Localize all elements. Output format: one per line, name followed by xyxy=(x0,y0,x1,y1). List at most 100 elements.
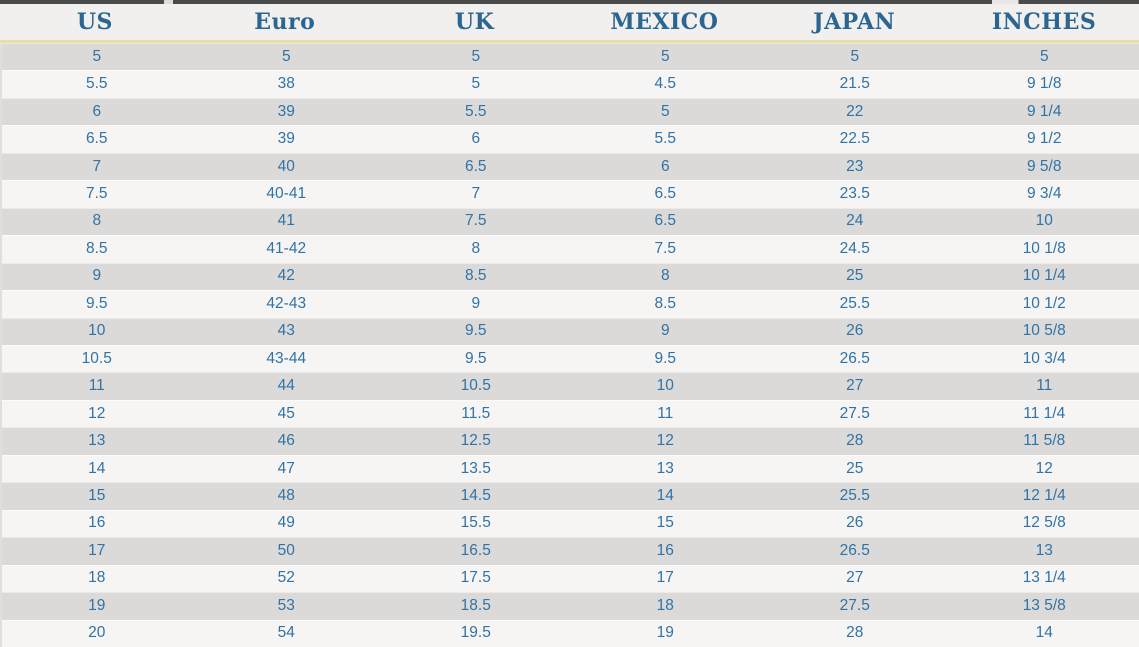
table-cell: 8 xyxy=(92,212,102,230)
column-header-inches: INCHES xyxy=(991,9,1097,35)
table-cell: 15.5 xyxy=(460,514,491,532)
table-cell: 5 xyxy=(660,102,670,120)
table-cell: 6 xyxy=(471,130,481,148)
table-cell: 9 3/4 xyxy=(1027,184,1062,202)
table-cell: 9 xyxy=(471,294,481,312)
table-cell: 48 xyxy=(277,486,295,504)
table-cell: 27.5 xyxy=(839,404,870,422)
table-cell: 13.5 xyxy=(460,459,491,477)
table-row: 5 5 5 5 5 5 xyxy=(2,43,1139,71)
table-cell: 22 xyxy=(846,102,864,120)
table-cell: 10 3/4 xyxy=(1022,349,1066,367)
table-cell: 47 xyxy=(277,459,295,477)
table-cell: 13 xyxy=(88,432,106,450)
table-cell: 5 xyxy=(660,47,670,65)
table-cell: 53 xyxy=(277,596,295,614)
table-cell: 23.5 xyxy=(839,184,870,202)
table-cell: 9 5/8 xyxy=(1027,157,1062,175)
table-cell: 26.5 xyxy=(839,349,870,367)
table-row: 13 46 12.5 12 28 11 5/8 xyxy=(2,427,1139,455)
table-cell: 10 xyxy=(1035,212,1053,230)
column-header-japan: JAPAN xyxy=(813,9,896,35)
table-cell: 8.5 xyxy=(464,267,487,285)
table-cell: 12.5 xyxy=(460,432,491,450)
table-cell: 14 xyxy=(656,486,674,504)
table-cell: 38 xyxy=(277,75,295,93)
table-cell: 11 5/8 xyxy=(1023,432,1066,450)
table-cell: 9 xyxy=(92,267,102,285)
table-cell: 7.5 xyxy=(85,184,108,202)
table-row: 15 48 14.5 14 25.5 12 1/4 xyxy=(2,482,1139,510)
table-row: 7 40 6.5 6 23 9 5/8 xyxy=(2,152,1139,181)
table-top-border xyxy=(0,0,1139,4)
table-cell: 26 xyxy=(846,514,864,532)
table-cell: 5.5 xyxy=(85,75,108,93)
table-cell: 25 xyxy=(846,459,864,477)
table-cell: 16 xyxy=(656,541,674,559)
table-cell: 5.5 xyxy=(464,102,487,120)
table-cell: 10 xyxy=(656,377,674,395)
table-cell: 8.5 xyxy=(85,239,108,257)
table-cell: 42 xyxy=(277,267,295,285)
table-row: 8.5 41-42 8 7.5 24.5 10 1/8 xyxy=(2,235,1139,263)
table-cell: 11 xyxy=(657,404,674,422)
table-cell: 21.5 xyxy=(839,75,870,93)
table-row: 10.5 43-44 9.5 9.5 26.5 10 3/4 xyxy=(2,344,1139,373)
table-cell: 10 1/8 xyxy=(1022,239,1066,257)
table-cell: 13 xyxy=(1035,541,1053,559)
table-cell: 13 5/8 xyxy=(1022,596,1066,614)
table-cell: 6.5 xyxy=(654,184,677,202)
table-cell: 6.5 xyxy=(85,130,108,148)
table-cell: 10.5 xyxy=(81,349,112,367)
table-cell: 43 xyxy=(277,322,295,340)
table-cell: 14.5 xyxy=(460,486,491,504)
table-cell: 5 xyxy=(850,47,860,65)
table-row: 12 45 11.5 11 27.5 11 1/4 xyxy=(2,399,1139,428)
table-row: 9 42 8.5 8 25 10 1/4 xyxy=(2,262,1139,291)
table-cell: 19 xyxy=(656,624,674,642)
table-row: 6 39 5.5 5 22 9 1/4 xyxy=(2,97,1139,126)
table-cell: 8 xyxy=(471,239,481,257)
table-cell: 11.5 xyxy=(461,404,491,422)
table-cell: 43-44 xyxy=(266,349,307,367)
table-cell: 9.5 xyxy=(654,349,677,367)
table-row: 16 49 15.5 15 26 12 5/8 xyxy=(2,509,1139,538)
table-cell: 12 5/8 xyxy=(1022,514,1066,532)
table-cell: 46 xyxy=(277,432,295,450)
table-cell: 10 5/8 xyxy=(1022,322,1066,340)
table-cell: 12 xyxy=(88,404,106,422)
table-cell: 7 xyxy=(92,157,102,175)
table-cell: 27 xyxy=(846,569,864,587)
table-cell: 23 xyxy=(846,157,864,175)
table-header-row: US Euro UK MEXICO JAPAN INCHES xyxy=(0,4,1139,40)
table-cell: 40-41 xyxy=(266,184,307,202)
table-cell: 42-43 xyxy=(266,294,307,312)
table-cell: 6 xyxy=(92,102,102,120)
table-cell: 6.5 xyxy=(464,157,487,175)
table-cell: 4.5 xyxy=(654,75,677,93)
table-cell: 15 xyxy=(656,514,674,532)
table-body: 5 5 5 5 5 5 5.5 38 5 4.5 21.5 9 1/8 6 39 5.5 5 22 9 1/4 6.… xyxy=(0,43,1139,647)
table-cell: 10 1/2 xyxy=(1022,294,1066,312)
table-cell: 9.5 xyxy=(85,294,108,312)
column-header-euro: Euro xyxy=(254,9,316,35)
table-cell: 9.5 xyxy=(464,322,487,340)
table-cell: 25.5 xyxy=(839,294,870,312)
table-row: 7.5 40-41 7 6.5 23.5 9 3/4 xyxy=(2,180,1139,208)
table-cell: 5.5 xyxy=(654,130,677,148)
table-cell: 25.5 xyxy=(839,486,870,504)
table-cell: 28 xyxy=(846,624,864,642)
table-cell: 20 xyxy=(88,624,106,642)
table-cell: 8.5 xyxy=(654,294,677,312)
table-cell: 14 xyxy=(88,459,106,477)
table-cell: 5 xyxy=(471,47,481,65)
table-cell: 11 xyxy=(88,377,105,395)
table-cell: 7 xyxy=(471,184,481,202)
table-cell: 12 1/4 xyxy=(1022,486,1066,504)
table-cell: 40 xyxy=(277,157,295,175)
table-cell: 49 xyxy=(277,514,295,532)
table-cell: 5 xyxy=(1039,47,1049,65)
table-cell: 18.5 xyxy=(460,596,491,614)
table-row: 5.5 38 5 4.5 21.5 9 1/8 xyxy=(2,70,1139,98)
